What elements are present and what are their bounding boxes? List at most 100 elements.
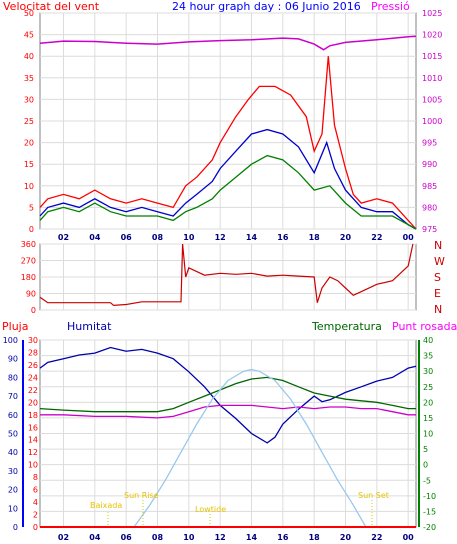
x-tick-label: 12 [215,233,226,242]
y-tick-label: 980 [422,203,437,212]
x-tick-label: 00 [403,533,415,542]
y-tick-label: 40 [24,52,34,61]
y-tick-label: 990 [422,160,437,169]
y-tick-label: 14 [28,436,38,445]
compass-label: N [434,303,442,316]
pressure-label: Pressió [371,0,410,13]
y-tick-label: 15 [24,160,34,169]
x-tick-label: 20 [340,233,352,242]
y-tick-label: 1005 [422,95,442,104]
x-tick-label: 02 [58,533,69,542]
y-tick-label: 60 [8,411,18,420]
y-tick-label: 25 [423,383,433,392]
y-tick-label: 1015 [422,52,442,61]
y-tick-label: 1025 [422,9,442,18]
y-tick-label: 0 [423,461,428,470]
x-tick-label: 04 [89,233,101,242]
x-tick-label: 06 [121,233,133,242]
humidity-axis-bar [22,340,24,527]
y-tick-label: 1000 [422,117,442,126]
chart-title: 24 hour graph day : 06 Junio 2016 [172,0,361,13]
annotation-baixada: Baixada [90,501,122,510]
wind-min-line [39,154,417,230]
y-tick-label: 80 [8,373,18,382]
y-tick-label: 30 [24,95,34,104]
y-tick-label: 5 [29,203,34,212]
wind-speed-axis: 0 5 10 15 20 25 30 35 40 45 50 [24,9,34,234]
y-tick-label: 35 [423,352,433,361]
x-tick-label: 14 [246,233,258,242]
wind-direction-series [39,243,414,307]
y-tick-label: 45 [24,31,34,40]
x-tick-label: 20 [340,533,352,542]
y-tick-label: 40 [423,336,433,345]
y-tick-label: 0 [31,306,36,315]
y-tick-label: 100 [3,336,18,345]
wind-pressure-x-axis: 02 04 06 08 10 12 14 16 18 20 22 00 [58,233,414,242]
y-tick-label: 90 [8,355,18,364]
wind-pressure-grid [40,12,416,230]
wind-direction-axis: 0 90 180 270 360 [21,240,36,315]
rain-humidity-temperature-series [39,346,417,528]
temperature-axis: -20 -15 -10 -5 0 5 10 15 20 25 30 35 40 [423,336,436,532]
y-tick-label: 995 [422,139,437,148]
x-tick-label: 18 [309,533,321,542]
y-tick-label: 1020 [422,31,442,40]
wind-speed-label: Velocitat del vent [3,0,100,13]
wind-direction-grid [40,243,416,311]
rain-label: Pluja [2,320,28,333]
y-tick-label: 270 [21,257,36,266]
y-tick-label: 30 [28,336,38,345]
y-tick-label: 20 [24,139,34,148]
x-tick-label: 18 [309,233,321,242]
y-tick-label: 25 [24,117,34,126]
compass-label: N [434,239,442,252]
y-tick-label: 90 [26,290,36,299]
humidity-line [39,346,417,444]
y-tick-label: -5 [423,476,431,485]
y-tick-label: 22 [28,386,38,395]
y-tick-label: 24 [28,373,38,382]
y-tick-label: 28 [28,348,38,357]
y-tick-label: 10 [423,430,433,439]
dewpoint-line [40,404,416,419]
y-tick-label: 0 [29,225,34,234]
y-tick-label: 8 [33,473,38,482]
y-tick-label: -10 [423,492,436,501]
y-tick-label: 15 [423,414,433,423]
x-tick-label: 02 [58,233,69,242]
x-tick-label: 14 [246,533,258,542]
y-tick-label: 50 [8,430,18,439]
y-tick-label: 4 [33,498,38,507]
dewpoint-label: Punt rosada [392,320,457,333]
temperature-line [39,376,416,413]
x-tick-label: 22 [371,233,382,242]
x-tick-label: 06 [121,533,133,542]
y-tick-label: 985 [422,182,437,191]
x-tick-label: 22 [371,533,382,542]
y-tick-label: 975 [422,225,437,234]
y-tick-label: 16 [28,423,38,432]
y-tick-label: -20 [423,523,436,532]
direction-line [39,243,414,307]
wind-avg-line [39,128,417,230]
compass-label: W [434,255,445,268]
y-tick-label: 10 [8,504,18,513]
y-tick-label: 70 [8,392,18,401]
humidity-axis: 0 10 20 30 40 50 60 70 80 90 100 [3,336,18,532]
y-tick-label: 18 [28,411,38,420]
x-tick-label: 08 [152,533,164,542]
rain-humidity-temperature-grid [40,339,416,528]
annotation-sun-rise: Sun Rise [124,491,159,500]
y-tick-label: 5 [423,445,428,454]
pressure-axis: 975 980 985 990 995 1000 1005 1010 1015 1020 1025 [422,9,442,234]
x-tick-label: 00 [403,233,415,242]
y-tick-label: 20 [28,398,38,407]
y-tick-label: 180 [21,273,36,282]
y-tick-label: 26 [28,361,38,370]
y-tick-label: 20 [8,486,18,495]
x-tick-label: 08 [152,233,164,242]
y-tick-label: 10 [28,461,38,470]
